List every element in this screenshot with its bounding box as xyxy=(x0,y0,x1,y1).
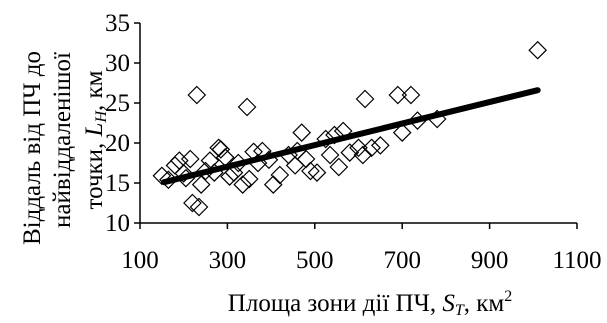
y-axis-title-line2: найвіддаленішої xyxy=(49,52,76,228)
data-point xyxy=(270,165,290,185)
data-point xyxy=(211,140,231,159)
data-point xyxy=(263,175,283,194)
data-point xyxy=(329,157,349,177)
y-axis-ticks: 10 15 20 25 30 35 xyxy=(105,10,140,237)
x-axis-ticks: 100 300 500 700 900 1100 xyxy=(121,223,602,274)
data-point xyxy=(187,85,207,105)
data-point xyxy=(388,85,408,105)
data-point xyxy=(316,129,336,149)
x-tick-label: 1100 xyxy=(552,247,601,274)
data-point xyxy=(180,149,200,169)
plot-area-frame xyxy=(139,23,577,224)
data-point xyxy=(174,164,194,183)
data-point xyxy=(233,175,253,194)
data-point xyxy=(189,197,209,217)
data-point xyxy=(191,175,211,194)
data-point xyxy=(239,169,259,189)
data-point xyxy=(362,138,381,158)
data-point xyxy=(285,156,305,175)
data-point xyxy=(349,138,368,158)
data-point xyxy=(292,123,312,142)
x-tick-label: 700 xyxy=(383,247,421,274)
data-point xyxy=(528,40,548,60)
data-point xyxy=(340,143,360,162)
data-point xyxy=(392,123,412,142)
data-point xyxy=(320,145,340,165)
y-tick-label: 25 xyxy=(105,90,130,117)
data-point xyxy=(307,163,327,182)
x-axis-title: Площа зони дії ПЧ, ST, км2 xyxy=(228,288,512,319)
data-point xyxy=(220,167,239,186)
y-tick-label: 20 xyxy=(105,130,130,157)
data-points xyxy=(152,40,548,217)
data-point xyxy=(296,149,316,169)
y-tick-label: 30 xyxy=(105,50,130,77)
y-tick-label: 10 xyxy=(105,210,130,237)
data-point xyxy=(355,89,375,109)
data-point xyxy=(371,136,390,155)
x-tick-label: 100 xyxy=(121,247,159,274)
y-axis-title-line1: Віддаль від ПЧ до xyxy=(19,51,46,245)
data-point xyxy=(237,97,257,117)
trend-line xyxy=(161,87,541,186)
x-tick-label: 500 xyxy=(296,247,334,274)
x-tick-label: 900 xyxy=(471,247,509,274)
data-point xyxy=(325,125,344,145)
data-point xyxy=(401,85,421,105)
x-tick-label: 300 xyxy=(209,247,247,274)
data-point xyxy=(301,161,320,181)
data-point xyxy=(353,145,373,165)
y-tick-label: 35 xyxy=(105,10,130,37)
y-axis-title-line3: точки, LH, км xyxy=(81,70,110,209)
y-tick-label: 15 xyxy=(105,170,130,197)
